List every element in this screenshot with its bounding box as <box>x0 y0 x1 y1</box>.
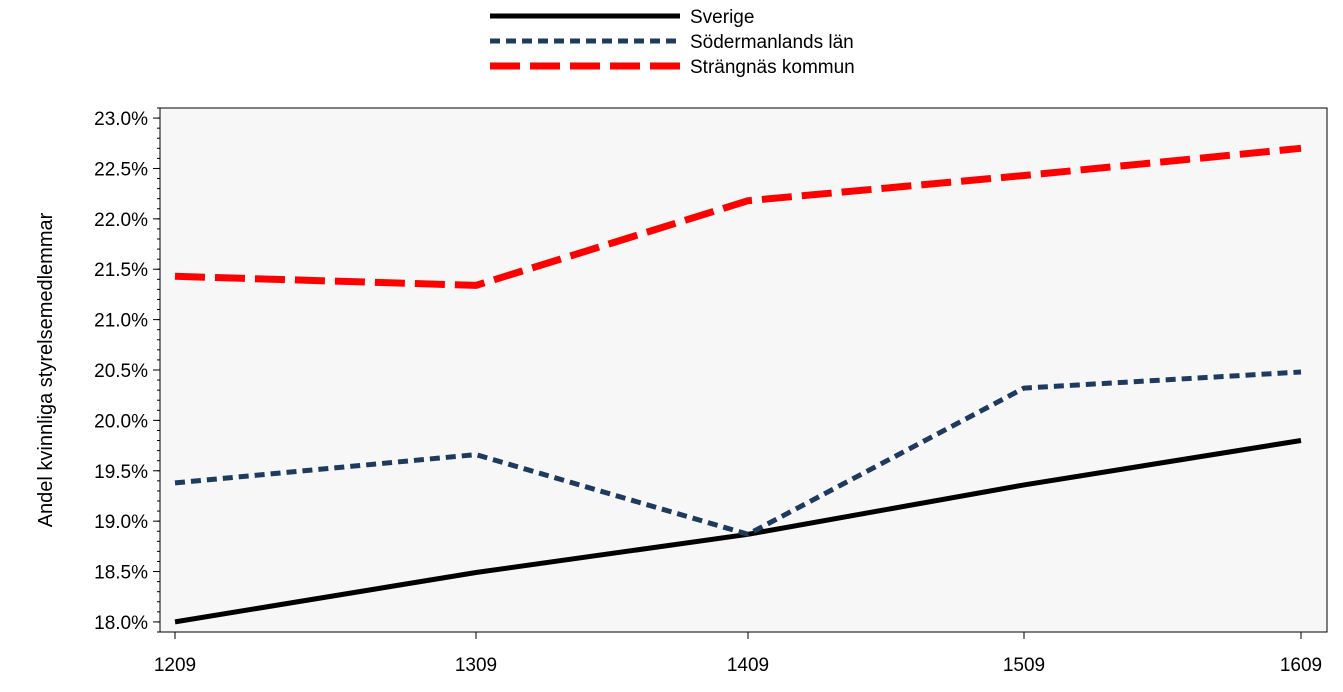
series-layer <box>174 144 1302 625</box>
x-tick-label: 1409 <box>727 655 769 676</box>
y-axis-label: Andel kvinnliga styrelsemedlemmar <box>35 212 57 527</box>
plot-area <box>159 107 1328 633</box>
legend-label-1: Sverige <box>690 7 754 28</box>
y-tick-label: 22.5% <box>94 159 148 180</box>
y-tick-label: 20.5% <box>94 361 148 382</box>
y-tick-label: 21.5% <box>94 260 148 281</box>
axes: 18.0% 18.5% 19.0% 19.5% 20.0% 20.5% 21.0% 21.5%… <box>94 107 1322 676</box>
y-tick-label: 22.0% <box>94 210 148 231</box>
x-tick-label: 1609 <box>1280 655 1322 676</box>
y-tick-label: 23.0% <box>94 109 148 130</box>
y-tick-label: 19.0% <box>94 512 148 533</box>
y-tick-label: 19.5% <box>94 462 148 483</box>
x-tick-label: 1309 <box>455 655 497 676</box>
y-tick-label: 21.0% <box>94 311 148 332</box>
legend-label-2: Södermanlands län <box>690 32 854 53</box>
y-tick-label: 18.5% <box>94 563 148 584</box>
series-line-2 <box>174 369 1302 537</box>
series-line-3 <box>174 144 1302 289</box>
y-tick-label: 20.0% <box>94 411 148 432</box>
x-tick-label: 1209 <box>154 655 196 676</box>
y-tick-label: 18.0% <box>94 613 148 634</box>
legend-label-3: Strängnäs kommun <box>690 57 855 78</box>
legend: Sverige Södermanlands län Strängnäs kommun <box>490 7 855 78</box>
x-tick-label: 1509 <box>1003 655 1045 676</box>
